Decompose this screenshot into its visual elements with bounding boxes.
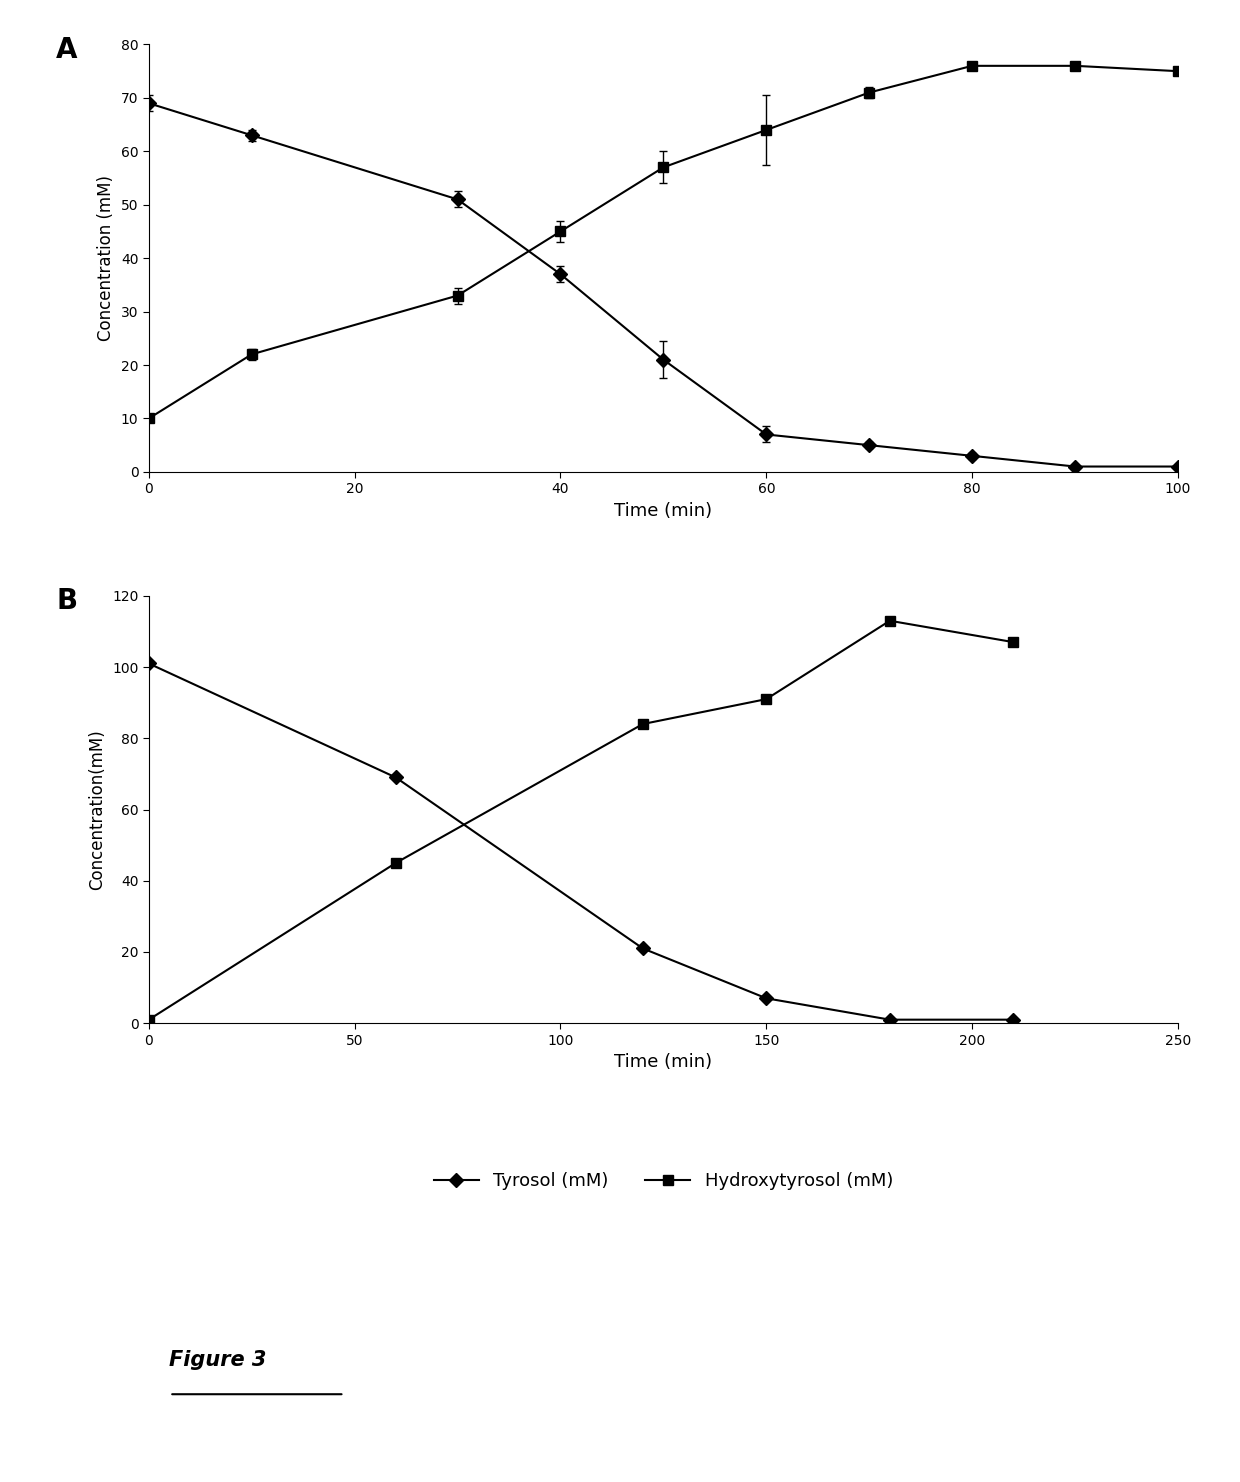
Hydroxytyrosol (mM) [883,612,898,630]
Tyrosol (mM) [1006,1011,1021,1029]
Hydroxytyrosol (mM) [635,716,650,734]
Y-axis label: Concentration (mM): Concentration (mM) [97,175,115,341]
Hydroxytyrosol (mM) [759,691,774,708]
Y-axis label: Concentration(mM): Concentration(mM) [88,729,107,889]
X-axis label: Time (min): Time (min) [614,502,713,520]
Text: A: A [56,36,78,64]
Hydroxytyrosol (mM) [1006,633,1021,651]
Line: Hydroxytyrosol (mM): Hydroxytyrosol (mM) [144,617,1018,1024]
Hydroxytyrosol (mM) [141,1011,156,1029]
Tyrosol (mM) [883,1011,898,1029]
Tyrosol (mM) [759,990,774,1008]
Tyrosol (mM) [141,655,156,673]
Hydroxytyrosol (mM) [388,854,403,871]
Text: Figure 3: Figure 3 [170,1350,267,1369]
Tyrosol (mM) [635,940,650,957]
Line: Tyrosol (mM): Tyrosol (mM) [144,658,1018,1024]
Text: B: B [56,587,77,615]
X-axis label: Time (min): Time (min) [614,1054,713,1071]
Legend: Tyrosol (mM), Hydroxytyrosol (mM): Tyrosol (mM), Hydroxytyrosol (mM) [427,1165,900,1197]
Tyrosol (mM) [388,769,403,787]
